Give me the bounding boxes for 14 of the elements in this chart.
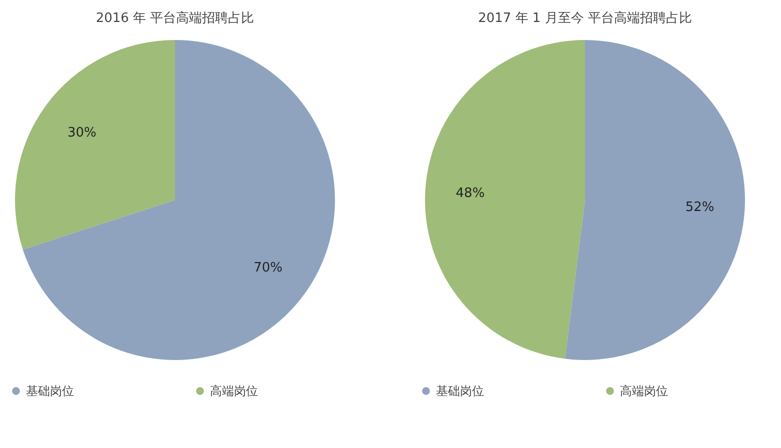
pie-slice — [22, 40, 335, 360]
chart-title: 2016 年 平台高端招聘占比 — [96, 10, 254, 26]
data-label: 48% — [456, 186, 485, 201]
chart-title: 2017 年 1 月至今 平台高端招聘占比 — [478, 10, 692, 26]
data-label: 30% — [68, 125, 96, 140]
pie-slice — [15, 40, 175, 250]
data-label: 52% — [685, 200, 714, 216]
legend-label: 高端岗位 — [210, 384, 258, 398]
legend-label: 基础岗位 — [436, 384, 484, 398]
legend-label: 高端岗位 — [620, 384, 668, 398]
pie-slice — [564, 40, 745, 360]
pie-slice — [425, 40, 585, 359]
data-label: 70% — [254, 260, 282, 276]
legend-label: 基础岗位 — [26, 384, 74, 398]
